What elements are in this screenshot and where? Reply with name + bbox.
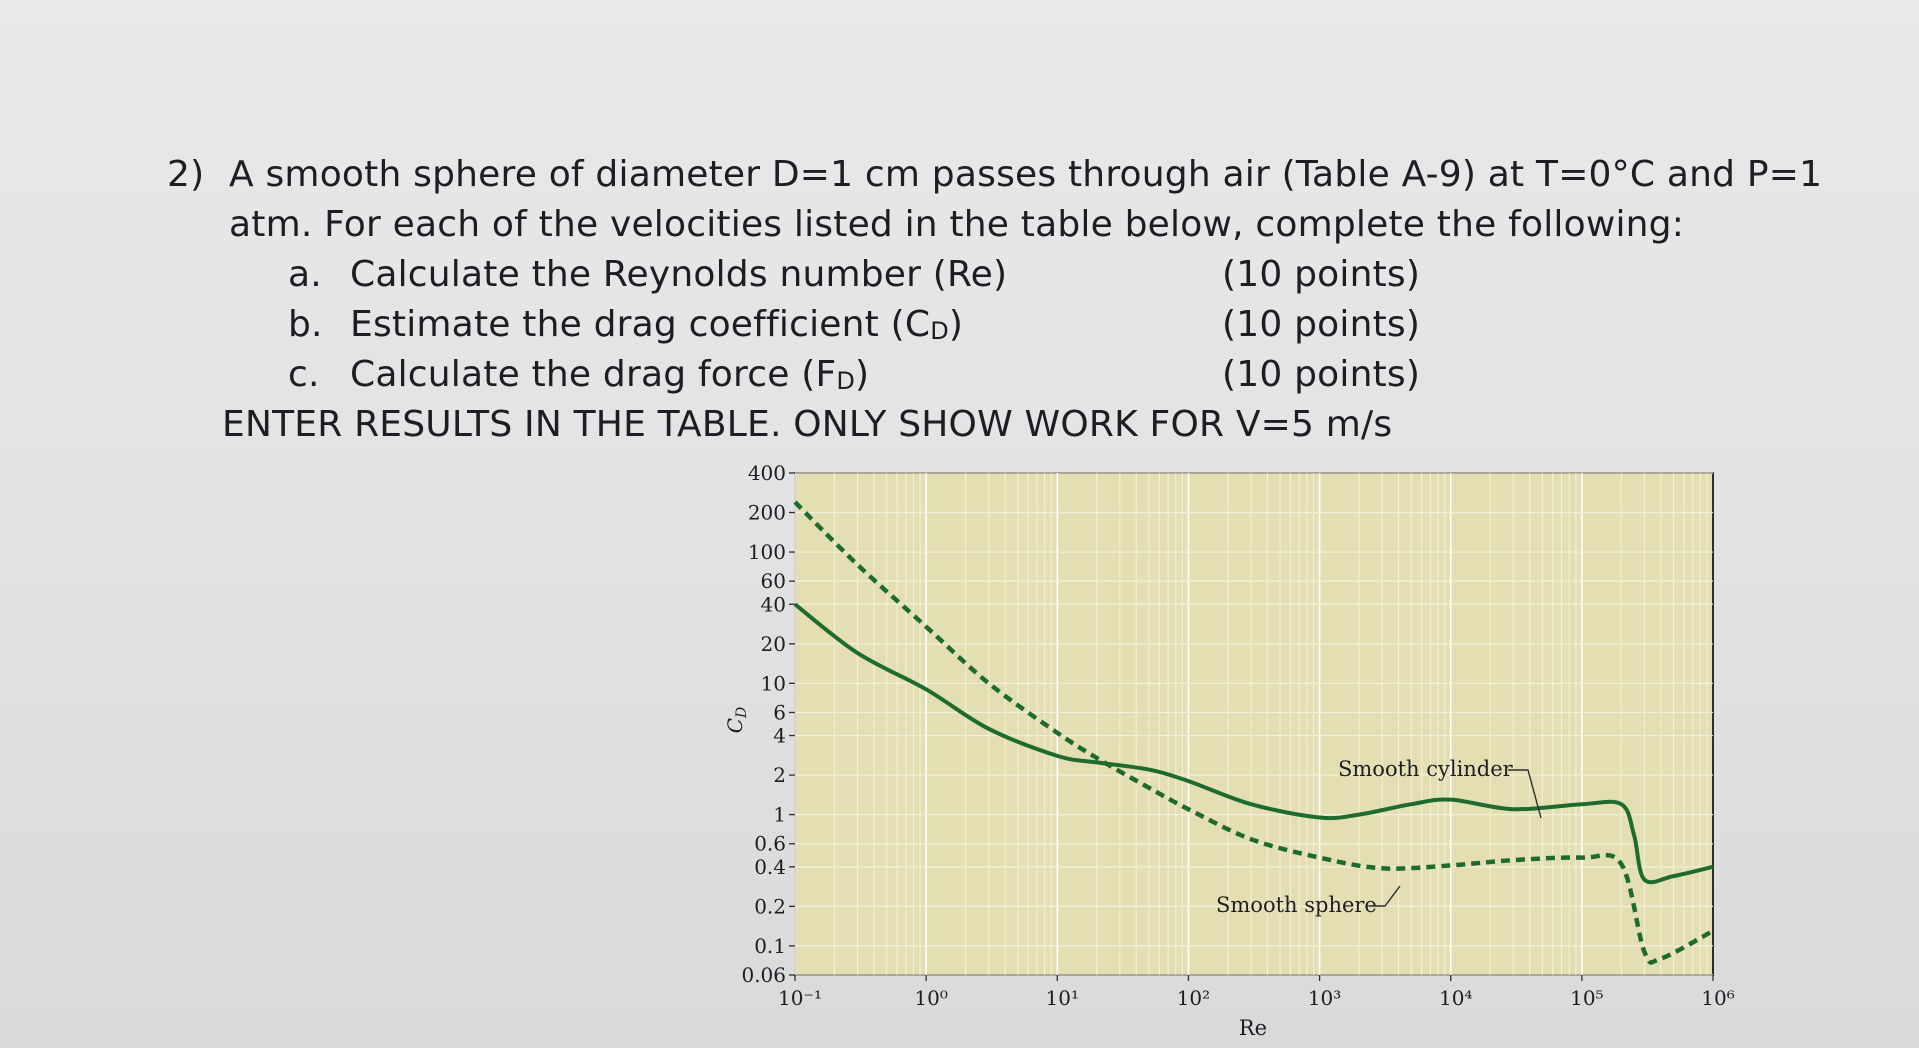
y-tick-label: 400 <box>748 461 786 485</box>
task-letter: c. <box>288 354 320 395</box>
annotation-smooth-sphere: Smooth sphere <box>1216 893 1377 917</box>
y-tick-label: 200 <box>748 501 786 525</box>
x-tick-label: 10⁶ <box>1701 986 1734 1010</box>
task-tail: ) <box>855 354 870 395</box>
task-a: a. Calculate the Reynolds number (Re) <box>288 250 1007 300</box>
y-tick-label: 0.06 <box>741 963 786 987</box>
annotation-leader-cylinder <box>1508 769 1542 819</box>
instruction: ENTER RESULTS IN THE TABLE. ONLY SHOW WO… <box>222 404 1393 445</box>
y-tick-label: 4 <box>773 724 786 748</box>
y-tick-label: 20 <box>761 632 786 656</box>
task-b: b. Estimate the drag coefficient (CD) <box>288 300 963 356</box>
series-line-smooth-cylinder <box>793 602 1714 885</box>
task-subscript: D <box>930 317 949 345</box>
y-tick-label: 40 <box>761 592 786 616</box>
task-a-points: (10 points) <box>1222 254 1421 295</box>
y-tick-label: 0.1 <box>754 934 786 958</box>
y-tick-label: 6 <box>773 700 786 724</box>
problem-line-2: atm. For each of the velocities listed i… <box>229 204 1685 245</box>
problem-line-1: A smooth sphere of diameter D=1 cm passe… <box>229 154 1823 195</box>
x-tick-label: 10⁰ <box>914 986 947 1010</box>
task-text: Estimate the drag coefficient (C <box>350 304 931 345</box>
y-tick-label: 1 <box>773 803 786 827</box>
problem-number: 2) <box>167 154 205 195</box>
x-tick-label: 10⁻¹ <box>778 986 822 1010</box>
x-axis-label: Re <box>1239 1016 1267 1040</box>
grid <box>794 472 1713 976</box>
x-tick-label: 10³ <box>1308 986 1341 1010</box>
task-tail: ) <box>948 304 964 345</box>
series-lines <box>793 500 1715 965</box>
task-b-points: (10 points) <box>1222 304 1421 345</box>
y-tick-label: 0.6 <box>754 832 786 856</box>
x-axis-ticks: 10⁻¹ 10⁰ 10¹ 10² 10³ 10⁴ 10⁵ 10⁶ <box>778 975 1735 1010</box>
task-letter: a. <box>288 254 322 295</box>
task-letter: b. <box>288 304 323 345</box>
task-text: Calculate the Reynolds number (Re) <box>350 254 1008 295</box>
task-c-points: (10 points) <box>1222 354 1421 395</box>
y-tick-label: 0.2 <box>754 894 786 918</box>
x-tick-label: 10⁵ <box>1570 986 1603 1010</box>
series-line-smooth-sphere <box>793 500 1715 965</box>
y-tick-label: 10 <box>761 671 786 695</box>
x-tick-label: 10² <box>1177 986 1210 1010</box>
plot-area <box>794 472 1714 976</box>
y-tick-label: 0.4 <box>754 855 786 879</box>
y-tick-label: 100 <box>748 540 786 564</box>
task-text: Calculate the drag force (F <box>350 354 837 395</box>
x-tick-label: 10⁴ <box>1439 986 1472 1010</box>
annotation-leader-sphere <box>1370 885 1401 907</box>
x-tick-label: 10¹ <box>1046 986 1079 1010</box>
y-tick-label: 2 <box>773 763 786 787</box>
y-axis-label: CD <box>723 707 750 734</box>
y-tick-label: 60 <box>761 569 786 593</box>
task-c: c. Calculate the drag force (FD) <box>288 350 869 406</box>
task-subscript: D <box>836 367 856 395</box>
annotation-smooth-cylinder: Smooth cylinder <box>1338 757 1514 781</box>
